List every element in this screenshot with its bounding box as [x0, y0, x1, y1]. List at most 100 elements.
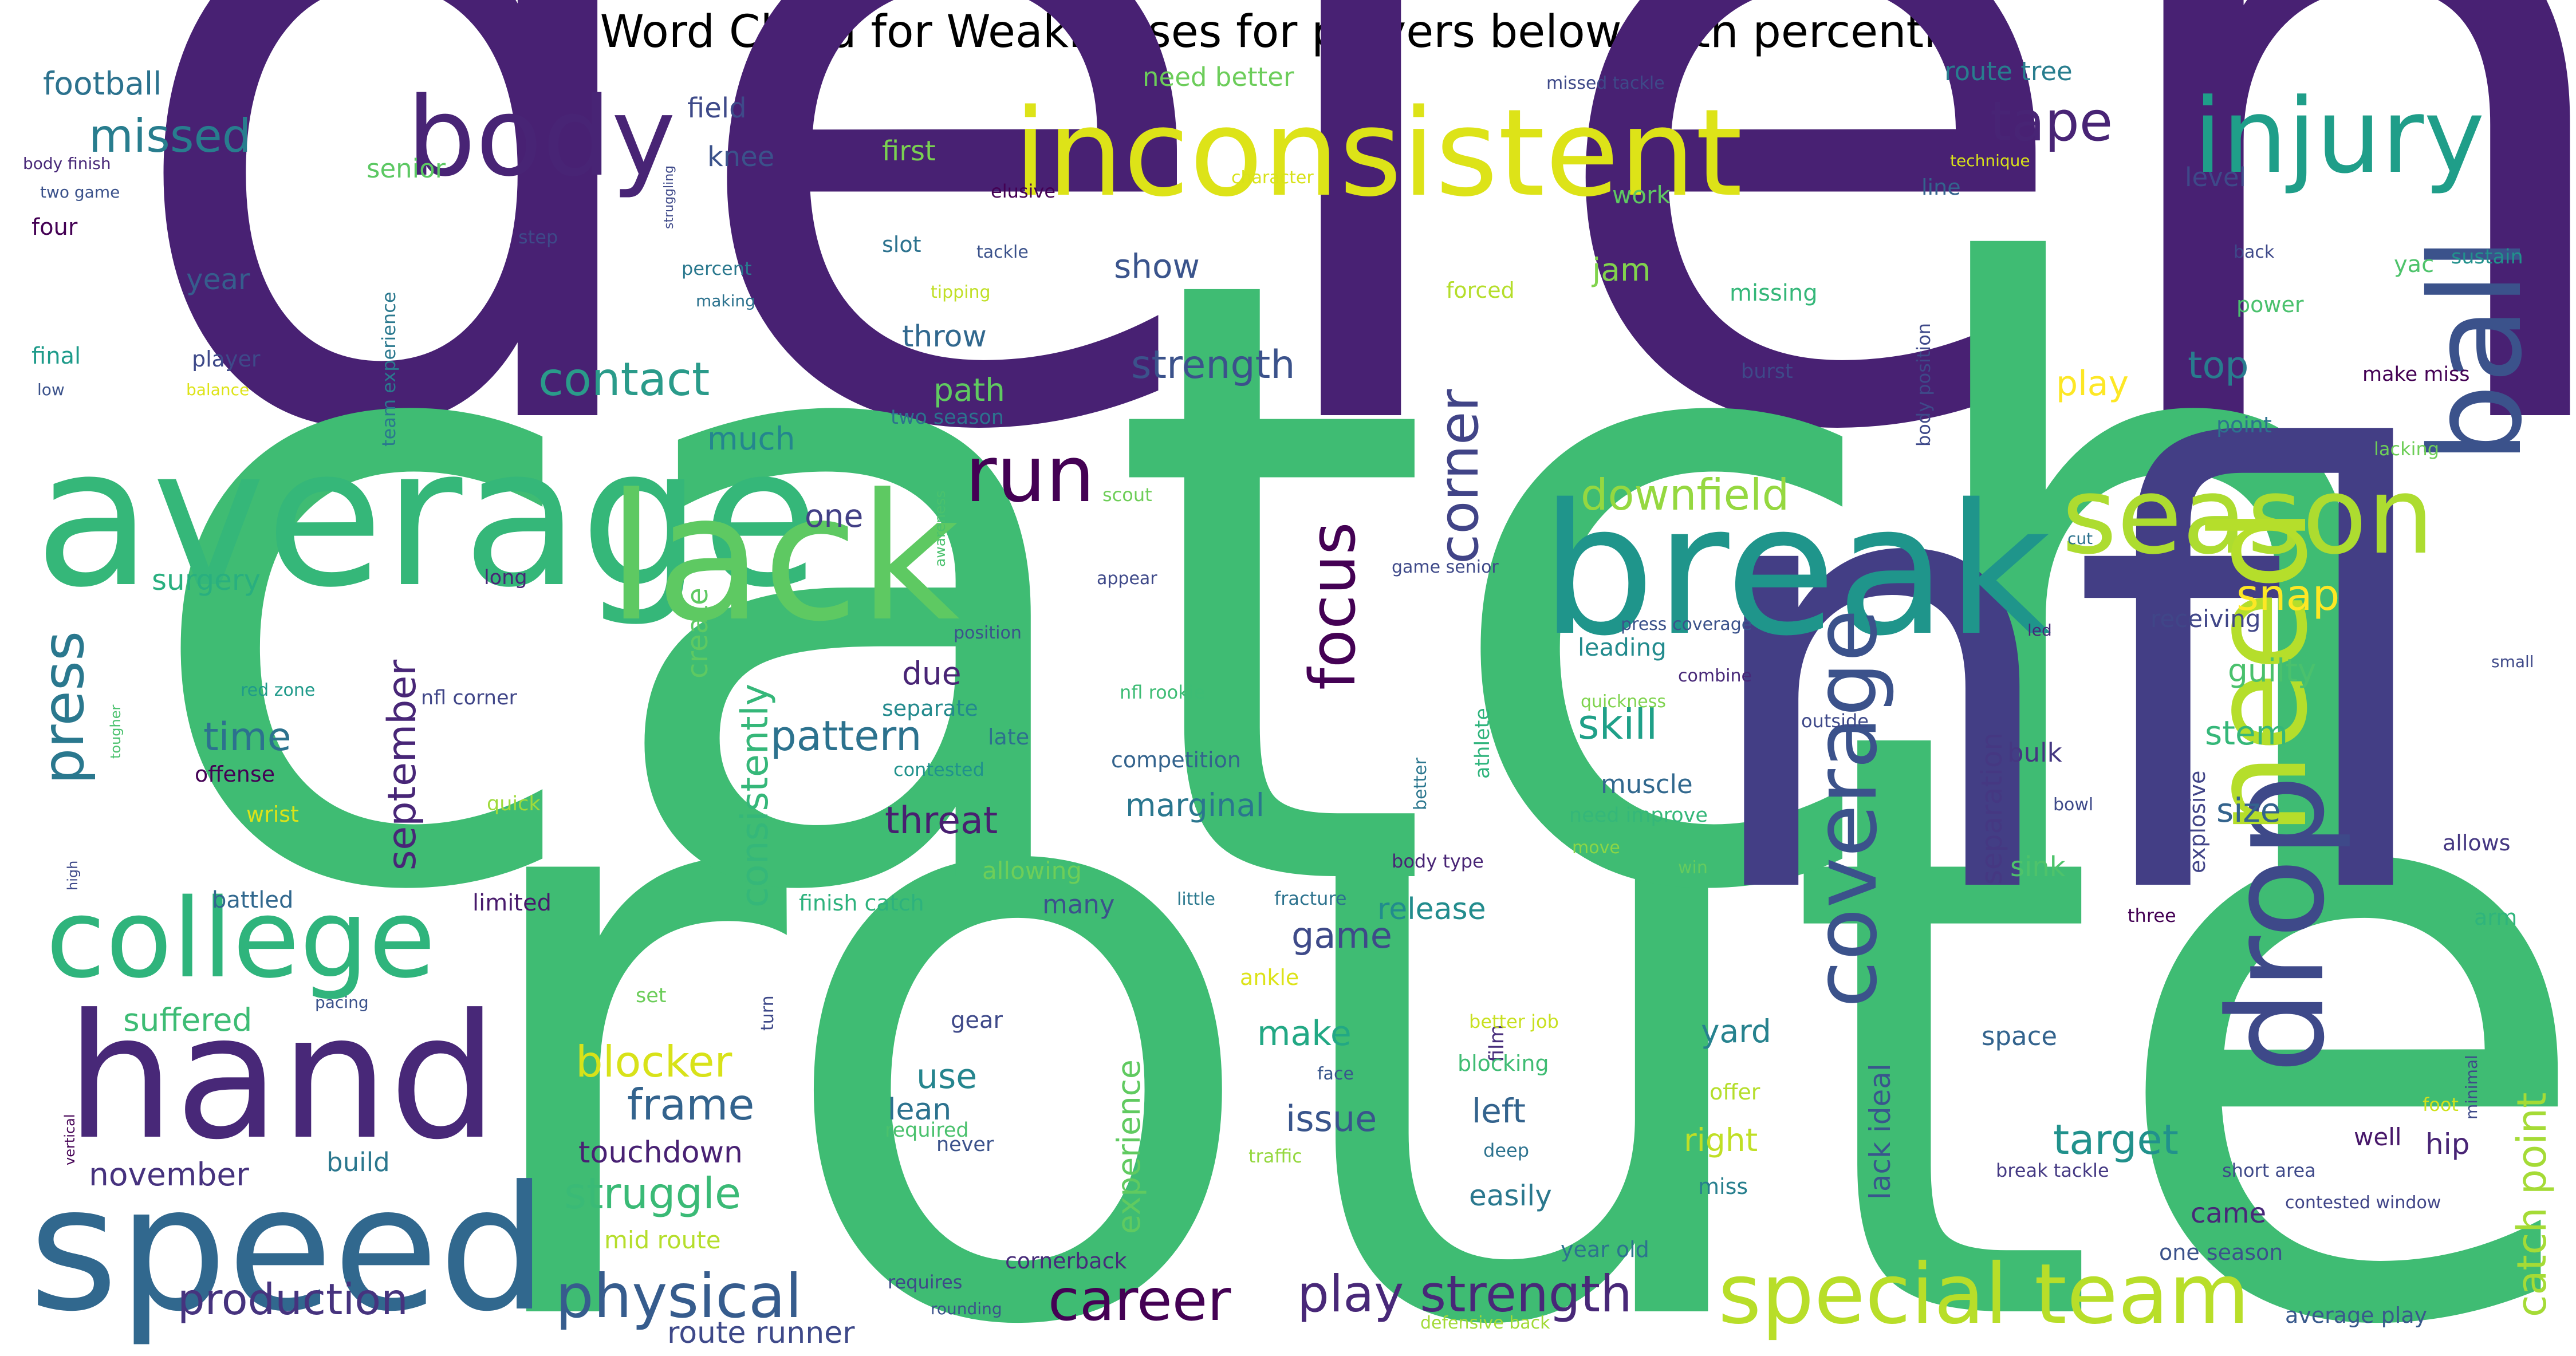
- word-gear: gear: [951, 1007, 1003, 1034]
- word-press: press: [30, 631, 97, 785]
- word-yac: yac: [2394, 251, 2434, 278]
- word-september: september: [380, 660, 425, 870]
- word-forced: forced: [1446, 278, 1515, 303]
- word-issue: issue: [1286, 1098, 1377, 1140]
- word-yard: yard: [1701, 1013, 1771, 1050]
- word-elusive: elusive: [991, 180, 1055, 202]
- word-foot: foot: [2423, 1094, 2459, 1115]
- word-back: back: [2234, 242, 2275, 262]
- word-lacking: lacking: [2374, 438, 2439, 460]
- word-nfl-corner: nfl corner: [421, 687, 518, 709]
- word-cornerback: cornerback: [1005, 1248, 1127, 1274]
- word-offer: offer: [1710, 1079, 1760, 1105]
- word-burst: burst: [1741, 360, 1793, 383]
- word-november: november: [89, 1156, 249, 1193]
- word-well: well: [2354, 1123, 2402, 1151]
- word-character: character: [1231, 168, 1314, 188]
- word-space: space: [1982, 1021, 2057, 1051]
- word-top: top: [2188, 344, 2249, 387]
- word-field: field: [687, 92, 747, 124]
- word-size: size: [2216, 791, 2280, 830]
- word-receiving: receiving: [2150, 605, 2261, 633]
- word-target: target: [2053, 1115, 2179, 1164]
- word-limited: limited: [472, 890, 552, 916]
- word-right: right: [1684, 1122, 1758, 1158]
- word-outside: outside: [1801, 710, 1869, 732]
- word-lack: lack: [607, 456, 960, 660]
- word-fracture: fracture: [1274, 888, 1347, 909]
- word-missing: missing: [1730, 280, 1818, 306]
- word-four: four: [31, 214, 78, 241]
- word-balance: balance: [186, 380, 249, 399]
- word-need-better: need better: [1143, 62, 1294, 92]
- word-vertical: vertical: [62, 1114, 78, 1165]
- word-time: time: [203, 715, 292, 760]
- word-pacing: pacing: [315, 993, 369, 1012]
- word-player: player: [192, 346, 261, 372]
- word-much: much: [707, 420, 795, 457]
- word-tape: tape: [1990, 90, 2113, 153]
- word-first: first: [882, 135, 936, 167]
- word-cut: cut: [2067, 529, 2093, 548]
- word-need-improve: need improve: [1569, 804, 1708, 827]
- word-high: high: [65, 861, 81, 890]
- word-move: move: [1572, 838, 1620, 858]
- word-year-old: year old: [1561, 1237, 1649, 1262]
- word-average-play: average play: [2285, 1303, 2427, 1328]
- word-better: better: [1411, 758, 1431, 810]
- word-defensive-back: defensive back: [1420, 1313, 1550, 1333]
- word-focus: focus: [1296, 522, 1369, 690]
- word-led: led: [2027, 621, 2052, 640]
- word-allowing: allowing: [982, 857, 1082, 885]
- word-quick: quick: [487, 793, 541, 815]
- word-consistently: consistently: [734, 684, 777, 908]
- word-surgery: surgery: [152, 563, 261, 597]
- word-due: due: [902, 655, 962, 692]
- word-battled: battled: [212, 887, 293, 913]
- word-marginal: marginal: [1125, 787, 1265, 823]
- word-show: show: [1114, 247, 1200, 286]
- word-competition: competition: [1111, 747, 1241, 772]
- word-production: production: [178, 1274, 408, 1325]
- word-hip: hip: [2425, 1128, 2469, 1161]
- word-two-game: two game: [40, 183, 120, 202]
- word-minimal: minimal: [2462, 1055, 2481, 1120]
- word-point: point: [2216, 412, 2272, 437]
- word-throw: throw: [902, 320, 987, 354]
- word-touchdown: touchdown: [578, 1136, 743, 1170]
- word-face: face: [1317, 1064, 1354, 1084]
- word-release: release: [1377, 892, 1486, 927]
- word-mid-route: mid route: [604, 1226, 721, 1254]
- word-muscle: muscle: [1601, 769, 1693, 799]
- word-blocker: blocker: [576, 1036, 732, 1087]
- word-left: left: [1472, 1091, 1526, 1130]
- word-little: little: [1177, 889, 1215, 909]
- word-one-season: one season: [2159, 1240, 2283, 1265]
- word-struggling: struggling: [662, 165, 676, 229]
- word-red-zone: red zone: [241, 680, 315, 700]
- word-awareness: awareness: [932, 491, 948, 567]
- word-year: year: [186, 263, 250, 296]
- word-set: set: [636, 984, 667, 1007]
- word-body: body: [407, 74, 676, 200]
- word-blocking: blocking: [1458, 1051, 1549, 1076]
- word-guilty: guilty: [2228, 652, 2316, 689]
- word-turn: turn: [758, 995, 778, 1031]
- word-frame: frame: [627, 1079, 754, 1130]
- word-downfield: downfield: [1581, 470, 1789, 520]
- word-level: level: [2185, 162, 2246, 192]
- word-explosive: explosive: [2185, 771, 2210, 873]
- word-sustain: sustain: [2451, 246, 2523, 269]
- word-step: step: [518, 226, 558, 248]
- word-technique: technique: [1950, 151, 2030, 170]
- word-combine: combine: [1678, 666, 1752, 686]
- word-many: many: [1042, 889, 1115, 920]
- word-bowl: bowl: [2053, 795, 2093, 815]
- word-tougher: tougher: [108, 704, 124, 759]
- word-missed-tackle: missed tackle: [1546, 73, 1665, 93]
- word-requires: requires: [888, 1271, 962, 1293]
- word-catch-point: catch point: [2508, 1093, 2555, 1317]
- word-scout: scout: [1102, 484, 1152, 506]
- word-late: late: [988, 724, 1029, 750]
- word-leading: leading: [1578, 633, 1667, 661]
